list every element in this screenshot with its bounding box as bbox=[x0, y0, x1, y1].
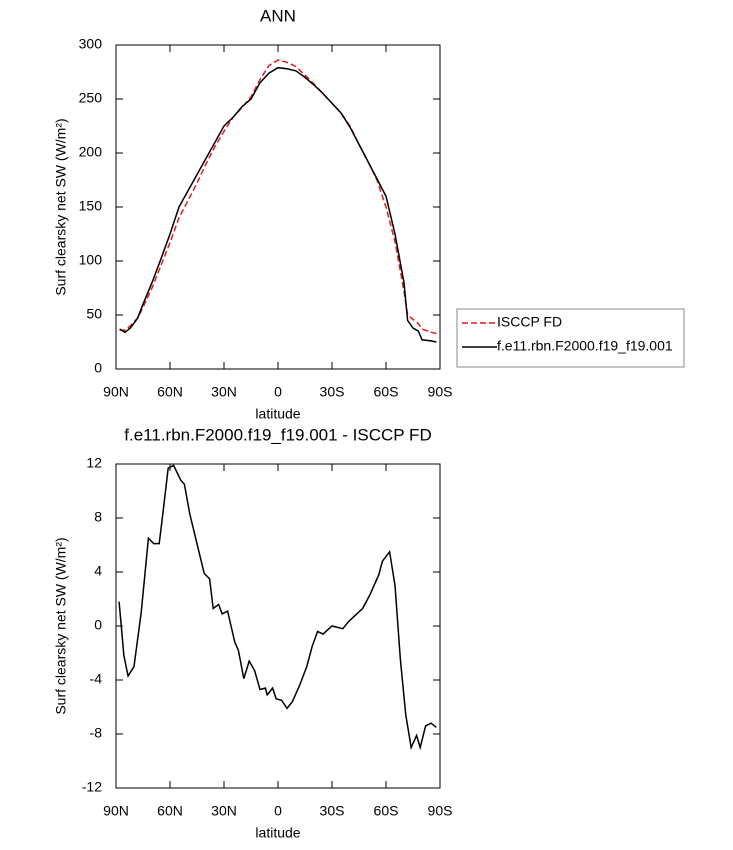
x-tick-label: 0 bbox=[274, 803, 282, 819]
x-tick-label: 90S bbox=[428, 803, 453, 819]
y-tick-label: 250 bbox=[79, 90, 103, 106]
y-tick-label: -8 bbox=[90, 725, 103, 741]
y-tick-label: 4 bbox=[94, 563, 102, 579]
y-axis-label: Surf clearsky net SW (W/m²) bbox=[53, 118, 69, 295]
x-tick-label: 30S bbox=[320, 384, 345, 400]
x-tick-label: 0 bbox=[274, 384, 282, 400]
y-tick-label: 150 bbox=[79, 198, 103, 214]
x-tick-label: 60S bbox=[374, 384, 399, 400]
x-tick-label: 60N bbox=[157, 384, 183, 400]
x-tick-label: 60N bbox=[157, 803, 183, 819]
y-tick-label: 12 bbox=[86, 455, 102, 471]
y-axis-label: Surf clearsky net SW (W/m²) bbox=[53, 537, 69, 714]
x-tick-label: 30S bbox=[320, 803, 345, 819]
x-tick-label: 90N bbox=[103, 384, 129, 400]
plot-frame bbox=[115, 463, 441, 789]
plot-frame bbox=[115, 44, 441, 370]
y-tick-label: -12 bbox=[82, 779, 102, 795]
y-tick-label: 100 bbox=[79, 252, 103, 268]
x-tick-label: 30N bbox=[211, 803, 237, 819]
x-tick-label: 90S bbox=[428, 384, 453, 400]
y-tick-label: 0 bbox=[94, 617, 102, 633]
legend-label: ISCCP FD bbox=[497, 314, 562, 330]
chart-title: f.e11.rbn.F2000.f19_f19.001 - ISCCP FD bbox=[124, 425, 431, 444]
y-tick-label: 200 bbox=[79, 144, 103, 160]
data-line bbox=[119, 66, 437, 343]
legend-label: f.e11.rbn.F2000.f19_f19.001 bbox=[497, 338, 673, 354]
x-tick-label: 90N bbox=[103, 803, 129, 819]
x-axis-label: latitude bbox=[255, 825, 300, 841]
y-tick-label: 0 bbox=[94, 360, 102, 376]
y-tick-label: 300 bbox=[79, 36, 103, 52]
x-tick-label: 30N bbox=[211, 384, 237, 400]
data-line bbox=[118, 464, 437, 751]
x-axis-label: latitude bbox=[255, 406, 300, 422]
chart-title: ANN bbox=[260, 6, 296, 25]
y-tick-label: -4 bbox=[90, 671, 103, 687]
x-tick-label: 60S bbox=[374, 803, 399, 819]
data-line bbox=[119, 59, 437, 335]
y-tick-label: 8 bbox=[94, 509, 102, 525]
y-tick-label: 50 bbox=[86, 306, 102, 322]
legend-box bbox=[456, 308, 685, 368]
